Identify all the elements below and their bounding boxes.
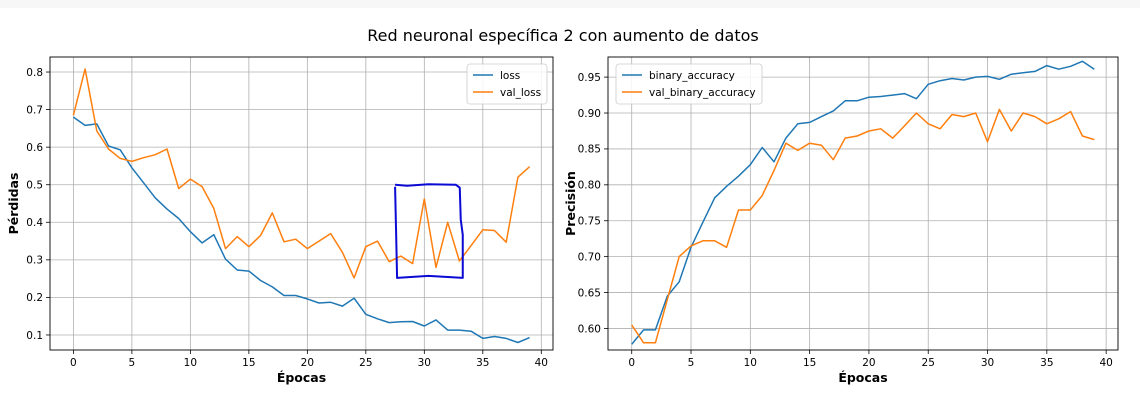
y-tick-label: 0.80 — [578, 180, 601, 192]
loss-series — [72, 68, 531, 344]
accuracy-legend: binary_accuracy val_binary_accuracy — [615, 63, 763, 105]
x-tick-label: 0 — [70, 357, 77, 369]
loss-grid — [50, 57, 553, 350]
y-tick-label: 0.75 — [578, 216, 601, 228]
x-tick-label: 40 — [535, 357, 548, 369]
accuracy-series — [631, 60, 1095, 345]
y-tick-label: 0.60 — [578, 323, 601, 335]
x-tick-label: 5 — [129, 357, 136, 369]
accuracy-grid — [608, 57, 1118, 350]
x-tick-label: 10 — [744, 357, 757, 369]
accuracy-ticks: 0 5 10 15 20 25 30 35 40 0.60 0.65 0.70 0.75 0.80 0.85… — [578, 72, 1113, 369]
legend-box — [615, 63, 763, 105]
series-line-val-binary-accuracy — [631, 108, 1095, 344]
x-tick-label: 15 — [803, 357, 816, 369]
x-tick-label: 35 — [1040, 357, 1053, 369]
y-axis-label: Precisión — [563, 171, 578, 236]
loss-ticks: 0 5 10 15 20 25 30 35 40 0.1 0.2 0.3 0.4 0.5 0.6 0.7 0.8 — [26, 67, 548, 369]
y-tick-label: 0.4 — [26, 217, 43, 229]
x-axis-label: Épocas — [838, 370, 887, 385]
series-line-val-loss — [72, 68, 531, 279]
y-tick-label: 0.95 — [578, 72, 601, 84]
y-tick-label: 0.5 — [26, 180, 43, 192]
loss-axes-frame — [49, 56, 554, 351]
y-tick-label: 0.90 — [578, 108, 601, 120]
legend-label-loss: loss — [500, 70, 520, 82]
x-tick-label: 25 — [359, 357, 372, 369]
x-tick-label: 5 — [688, 357, 695, 369]
y-tick-label: 0.65 — [578, 287, 601, 299]
accuracy-axes-frame — [607, 56, 1119, 351]
series-line-loss — [72, 116, 530, 344]
y-tick-label: 0.8 — [26, 67, 43, 79]
legend-label-val-loss: val_loss — [500, 87, 541, 99]
x-tick-label: 25 — [922, 357, 935, 369]
y-tick-label: 0.7 — [26, 104, 43, 116]
y-tick-label: 0.3 — [26, 255, 43, 267]
y-axis-label: Pérdidas — [6, 173, 21, 235]
x-tick-label: 0 — [628, 357, 635, 369]
figure-suptitle: Red neuronal específica 2 con aumento de… — [367, 26, 758, 45]
x-tick-label: 15 — [242, 357, 255, 369]
x-tick-label: 10 — [184, 357, 197, 369]
loss-legend: loss val_loss — [466, 63, 548, 105]
legend-label-binary-accuracy: binary_accuracy — [649, 70, 735, 82]
series-line-binary-accuracy — [631, 60, 1095, 345]
legend-box — [466, 63, 548, 105]
x-tick-label: 20 — [862, 357, 875, 369]
x-tick-label: 30 — [981, 357, 994, 369]
hand-drawn-highlight-box — [394, 183, 464, 279]
legend-label-val-binary-accuracy: val_binary_accuracy — [649, 87, 756, 99]
x-axis-label: Épocas — [277, 370, 326, 385]
y-tick-label: 0.2 — [26, 292, 43, 304]
notebook-output-top-bar — [0, 0, 1140, 8]
y-tick-label: 0.6 — [26, 142, 43, 154]
y-tick-label: 0.70 — [578, 251, 601, 263]
loss-subplot: 0 5 10 15 20 25 30 35 40 0.1 0.2 0.3 0.4 0.5 0.6 0.7 0.8… — [6, 56, 554, 385]
y-tick-label: 0.85 — [578, 144, 601, 156]
y-tick-label: 0.1 — [26, 330, 43, 342]
accuracy-subplot: 0 5 10 15 20 25 30 35 40 0.60 0.65 0.70 0.75 0.80 0.85… — [563, 56, 1119, 385]
x-tick-label: 20 — [301, 357, 314, 369]
x-tick-label: 35 — [476, 357, 489, 369]
x-tick-label: 40 — [1099, 357, 1112, 369]
x-tick-label: 30 — [418, 357, 431, 369]
